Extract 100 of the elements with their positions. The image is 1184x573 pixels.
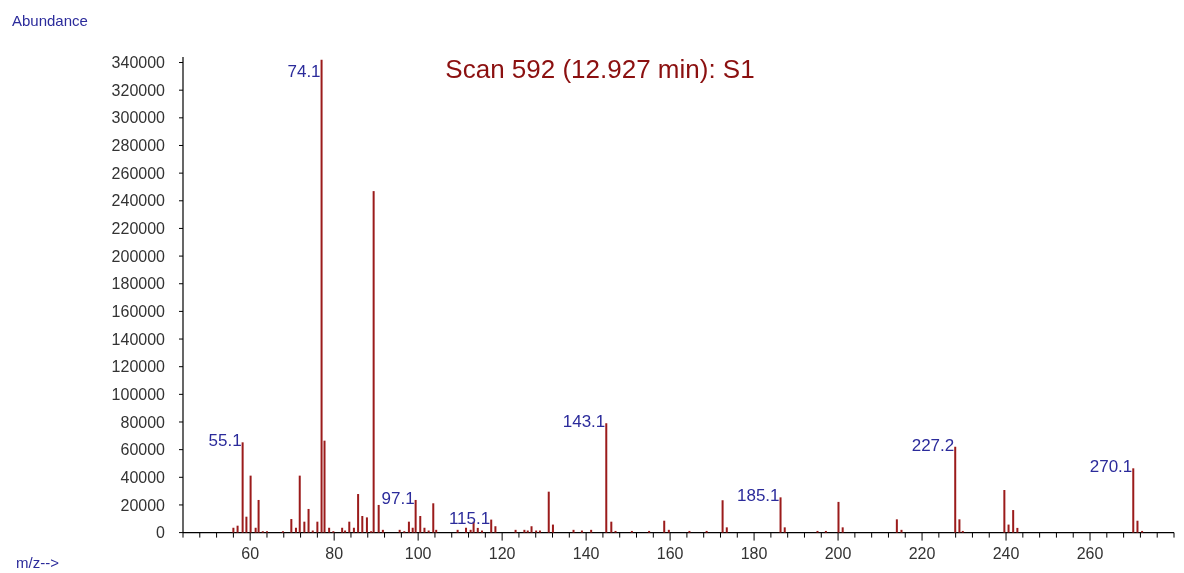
bar <box>590 529 593 533</box>
bar <box>494 526 497 533</box>
bar <box>348 521 351 533</box>
annotation: 55.1 <box>208 431 242 451</box>
annotation: 227.2 <box>911 435 955 455</box>
bar <box>900 529 903 533</box>
bar <box>895 519 898 533</box>
bar <box>298 475 301 533</box>
bar <box>372 191 375 533</box>
annotation: 74.1 <box>287 61 321 81</box>
bar <box>721 500 724 533</box>
bar <box>1003 490 1006 533</box>
x-tick-label: 60 <box>241 544 260 562</box>
y-tick-label: 120000 <box>111 358 166 376</box>
bar <box>232 527 235 533</box>
bar <box>538 530 541 533</box>
bar <box>535 530 538 533</box>
bar <box>580 530 583 533</box>
bar <box>1016 527 1019 533</box>
bar <box>419 516 422 533</box>
bar <box>526 530 529 533</box>
bar <box>427 530 430 533</box>
x-axis-title: m/z--> <box>16 554 60 571</box>
bar <box>954 446 957 533</box>
bar <box>779 497 782 533</box>
bar <box>249 475 252 533</box>
bar <box>530 526 533 533</box>
x-tick-label: 160 <box>656 544 684 562</box>
bar <box>303 521 306 533</box>
bar <box>398 529 401 533</box>
y-tick-label: 320000 <box>111 81 166 99</box>
annotation: 143.1 <box>562 412 606 432</box>
y-tick-label: 220000 <box>111 220 166 238</box>
y-tick-label: 280000 <box>111 137 166 155</box>
x-tick-label: 260 <box>1076 544 1104 562</box>
bar <box>341 527 344 533</box>
bar <box>476 527 479 533</box>
y-tick-label: 140000 <box>111 330 166 348</box>
bar <box>361 516 364 533</box>
y-tick-label: 160000 <box>111 302 166 320</box>
y-tick-label: 40000 <box>120 468 166 486</box>
bar <box>316 521 319 533</box>
bar <box>320 59 323 533</box>
x-tick-label: 240 <box>992 544 1020 562</box>
y-tick-label: 180000 <box>111 275 166 293</box>
bar <box>490 519 493 533</box>
bar <box>551 524 554 533</box>
bar <box>377 504 380 533</box>
bar <box>1136 520 1139 533</box>
bar <box>465 527 468 533</box>
bar <box>667 529 670 533</box>
bar <box>365 517 368 533</box>
x-tick-label: 120 <box>488 544 516 562</box>
y-tick-label: 300000 <box>111 109 166 127</box>
bar <box>725 527 728 533</box>
bar <box>290 519 293 533</box>
bar <box>610 521 613 533</box>
y-tick-label: 0 <box>156 524 166 542</box>
annotation: 270.1 <box>1089 457 1133 477</box>
bar <box>1132 468 1135 533</box>
bar <box>311 530 314 533</box>
annotation: 115.1 <box>448 508 491 528</box>
y-tick-label: 80000 <box>120 413 166 431</box>
y-tick-label: 340000 <box>111 54 166 72</box>
y-tick-label: 240000 <box>111 192 166 210</box>
bar <box>1007 524 1010 533</box>
bar <box>605 423 608 533</box>
bar <box>257 499 260 533</box>
bar <box>414 499 417 533</box>
bar <box>328 527 331 533</box>
bar <box>432 503 435 533</box>
y-tick-label: 20000 <box>120 496 166 514</box>
bar <box>663 520 666 533</box>
y-tick-label: 100000 <box>111 385 166 403</box>
x-tick-label: 100 <box>404 544 432 562</box>
x-tick-label: 180 <box>740 544 768 562</box>
bar <box>344 530 347 533</box>
bar <box>294 527 297 533</box>
bar <box>572 529 575 533</box>
bar <box>841 527 844 533</box>
bar <box>423 527 426 533</box>
chart-title: Scan 592 (12.927 min): S1 <box>445 54 755 84</box>
bar <box>241 442 244 533</box>
bar <box>837 501 840 533</box>
x-tick-label: 220 <box>908 544 936 562</box>
y-tick-label: 260000 <box>111 164 166 182</box>
bar <box>456 529 459 533</box>
bar <box>514 529 517 533</box>
y-tick-label: 200000 <box>111 247 166 265</box>
bar <box>480 530 483 533</box>
x-tick-label: 200 <box>824 544 852 562</box>
x-tick-label: 80 <box>325 544 344 562</box>
annotation: 97.1 <box>381 488 415 508</box>
bar <box>352 527 355 533</box>
bar <box>523 529 526 533</box>
bar <box>307 508 310 533</box>
y-tick-label: 60000 <box>120 441 166 459</box>
bar <box>407 521 410 533</box>
bar <box>357 494 360 533</box>
bar <box>236 525 239 533</box>
